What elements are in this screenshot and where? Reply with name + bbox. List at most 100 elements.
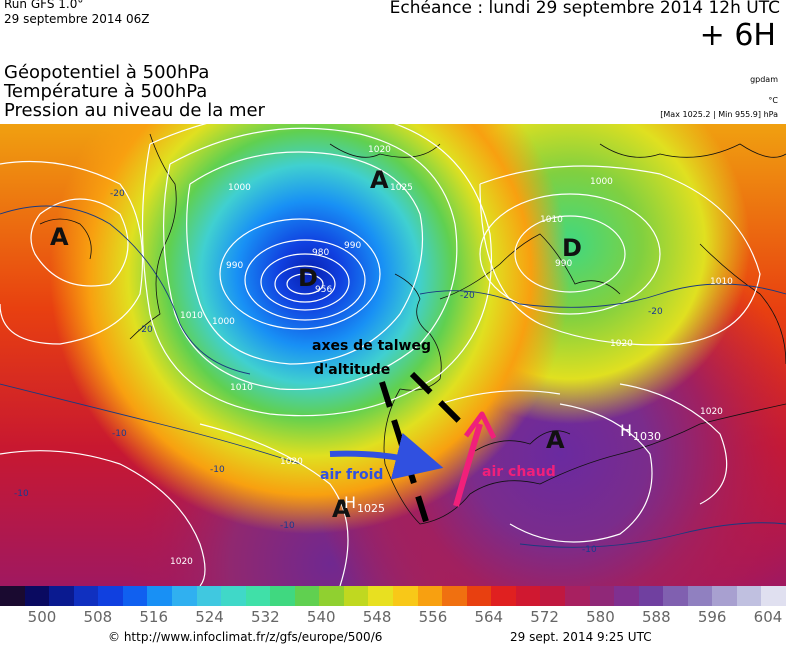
forecast-valid-time: Echéance : lundi 29 septembre 2014 12h U… [389,0,780,18]
high-label-value: 1025 [357,502,385,515]
coastlines [39,133,786,525]
high-center-letter: A [332,495,351,523]
isobar-label: 1000 [212,317,235,327]
high-center-letter: A [50,223,69,251]
trough-axes [379,371,463,535]
isobar-label: 1000 [590,177,613,187]
temperature-label: -10 [210,465,225,475]
isobar-label: 1010 [180,311,203,321]
color-scale-swatch [221,586,246,606]
field-title-temperature: Température à 500hPa [4,81,208,102]
isobar-label: 1020 [610,339,633,349]
color-scale-swatch [98,586,123,606]
cold-air-arrow [329,432,444,480]
temperature-label: -10 [14,489,29,499]
high-label-letter: H [344,493,356,512]
color-scale-label: 532 [251,608,280,626]
warm-air-arrow [453,423,483,507]
color-scale-label: 500 [27,608,57,626]
color-scale-swatch [712,586,737,606]
temperature-field-atlantic-low [0,124,786,586]
cold-air-label: air froid [320,467,383,483]
high-center-value: 1025 [390,183,413,193]
color-scale-label: 572 [530,608,559,626]
color-scale-swatch [736,586,762,606]
color-scale-swatch [49,586,74,606]
color-scale-swatch [638,586,664,606]
high-labels: H 1030 H 1025 [344,421,661,515]
trough-label-line2: d'altitude [314,362,390,378]
color-scale-swatch [491,586,516,606]
color-scale-swatch [564,586,590,606]
pressure-centers: A A 1025 D 956 D 990 A A [50,166,582,523]
isobar-label: 1010 [540,215,563,225]
temperature-label: -10 [112,429,127,439]
isobar-label: 990 [344,241,361,251]
trough-label-line1: axes de talweg [312,338,431,354]
forecast-step: + 6H [699,18,776,53]
color-scale-swatch [294,586,320,606]
unit-geopotential: gpdam [750,75,778,84]
high-label-value: 1030 [633,430,661,443]
color-scale-label: 548 [362,608,392,626]
isobar-labels: 1020 1000 990 980 990 1010 1000 1010 102… [170,145,733,567]
field-title-geopotential: Géopotentiel à 500hPa [4,62,210,83]
color-scale-label: 516 [139,608,169,626]
isobar-label: 1020 [280,457,303,467]
isobar-label: 1000 [228,183,251,193]
temperature-label: -20 [648,307,663,317]
trough-axis-line [379,381,433,535]
unit-temperature: °C [768,96,778,105]
isobar-label: 990 [226,261,243,271]
color-scale-swatch [442,586,467,606]
pressure-range: [Max 1025.2 | Min 955.9] hPa [660,110,778,119]
color-scale-label: 588 [641,608,671,626]
temperature-label: -20 [138,325,153,335]
color-scale-label: 556 [418,608,448,626]
color-scale-swatch [761,586,786,606]
warm-air-arrowhead [463,411,497,440]
low-center-value: 956 [315,285,332,295]
temperature-label: -20 [460,291,475,301]
color-scale-swatch [319,586,344,606]
warm-air-label: air chaud [482,464,556,480]
temperature-labels: -20 -20 -20 -10 -10 -10 -20 -10 -10 [14,189,663,555]
color-scale-swatch [270,586,295,606]
color-scale-label: 604 [753,608,783,626]
isobar-label: 980 [312,248,329,258]
color-scale-swatch [663,586,688,606]
color-scale-swatch [417,586,443,606]
color-scale [0,586,786,606]
field-title-pressure: Pression au niveau de la mer [4,100,265,121]
color-scale-swatch [343,586,369,606]
isobar-label: 1020 [170,557,193,567]
color-scale-labels: 500 508 516 524 532 540 548 556 564 572 580 588 596 6… [0,608,786,628]
color-scale-swatch [515,586,541,606]
color-scale-swatch [245,586,271,606]
color-scale-label: 580 [586,608,615,626]
source-credit: © http://www.infoclimat.fr/z/gfs/europe/… [108,630,383,644]
color-scale-swatch [540,586,565,606]
low-center-value: 990 [555,259,572,269]
trough-axis-line [409,371,463,425]
high-label-letter: H [620,421,632,440]
color-scale-swatch [122,586,148,606]
isobars [0,124,761,586]
color-scale-label: 596 [697,608,727,626]
temperature-label: -10 [280,521,295,531]
color-scale-label: 564 [474,608,504,626]
color-scale-label: 508 [83,608,113,626]
color-scale-swatch [368,586,393,606]
color-scale-swatch [393,586,418,606]
isotherms [0,205,786,548]
color-scale-swatch [466,586,492,606]
run-label: Run GFS 1.0° [4,0,84,11]
temperature-label: -10 [582,545,597,555]
color-scale-label: 524 [195,608,224,626]
color-scale-swatch [171,586,197,606]
isobar-label: 1020 [368,145,391,155]
color-scale-swatch [73,586,99,606]
color-scale-swatch [687,586,713,606]
isobar-label: 1010 [230,383,253,393]
temperature-label: -20 [110,189,125,199]
